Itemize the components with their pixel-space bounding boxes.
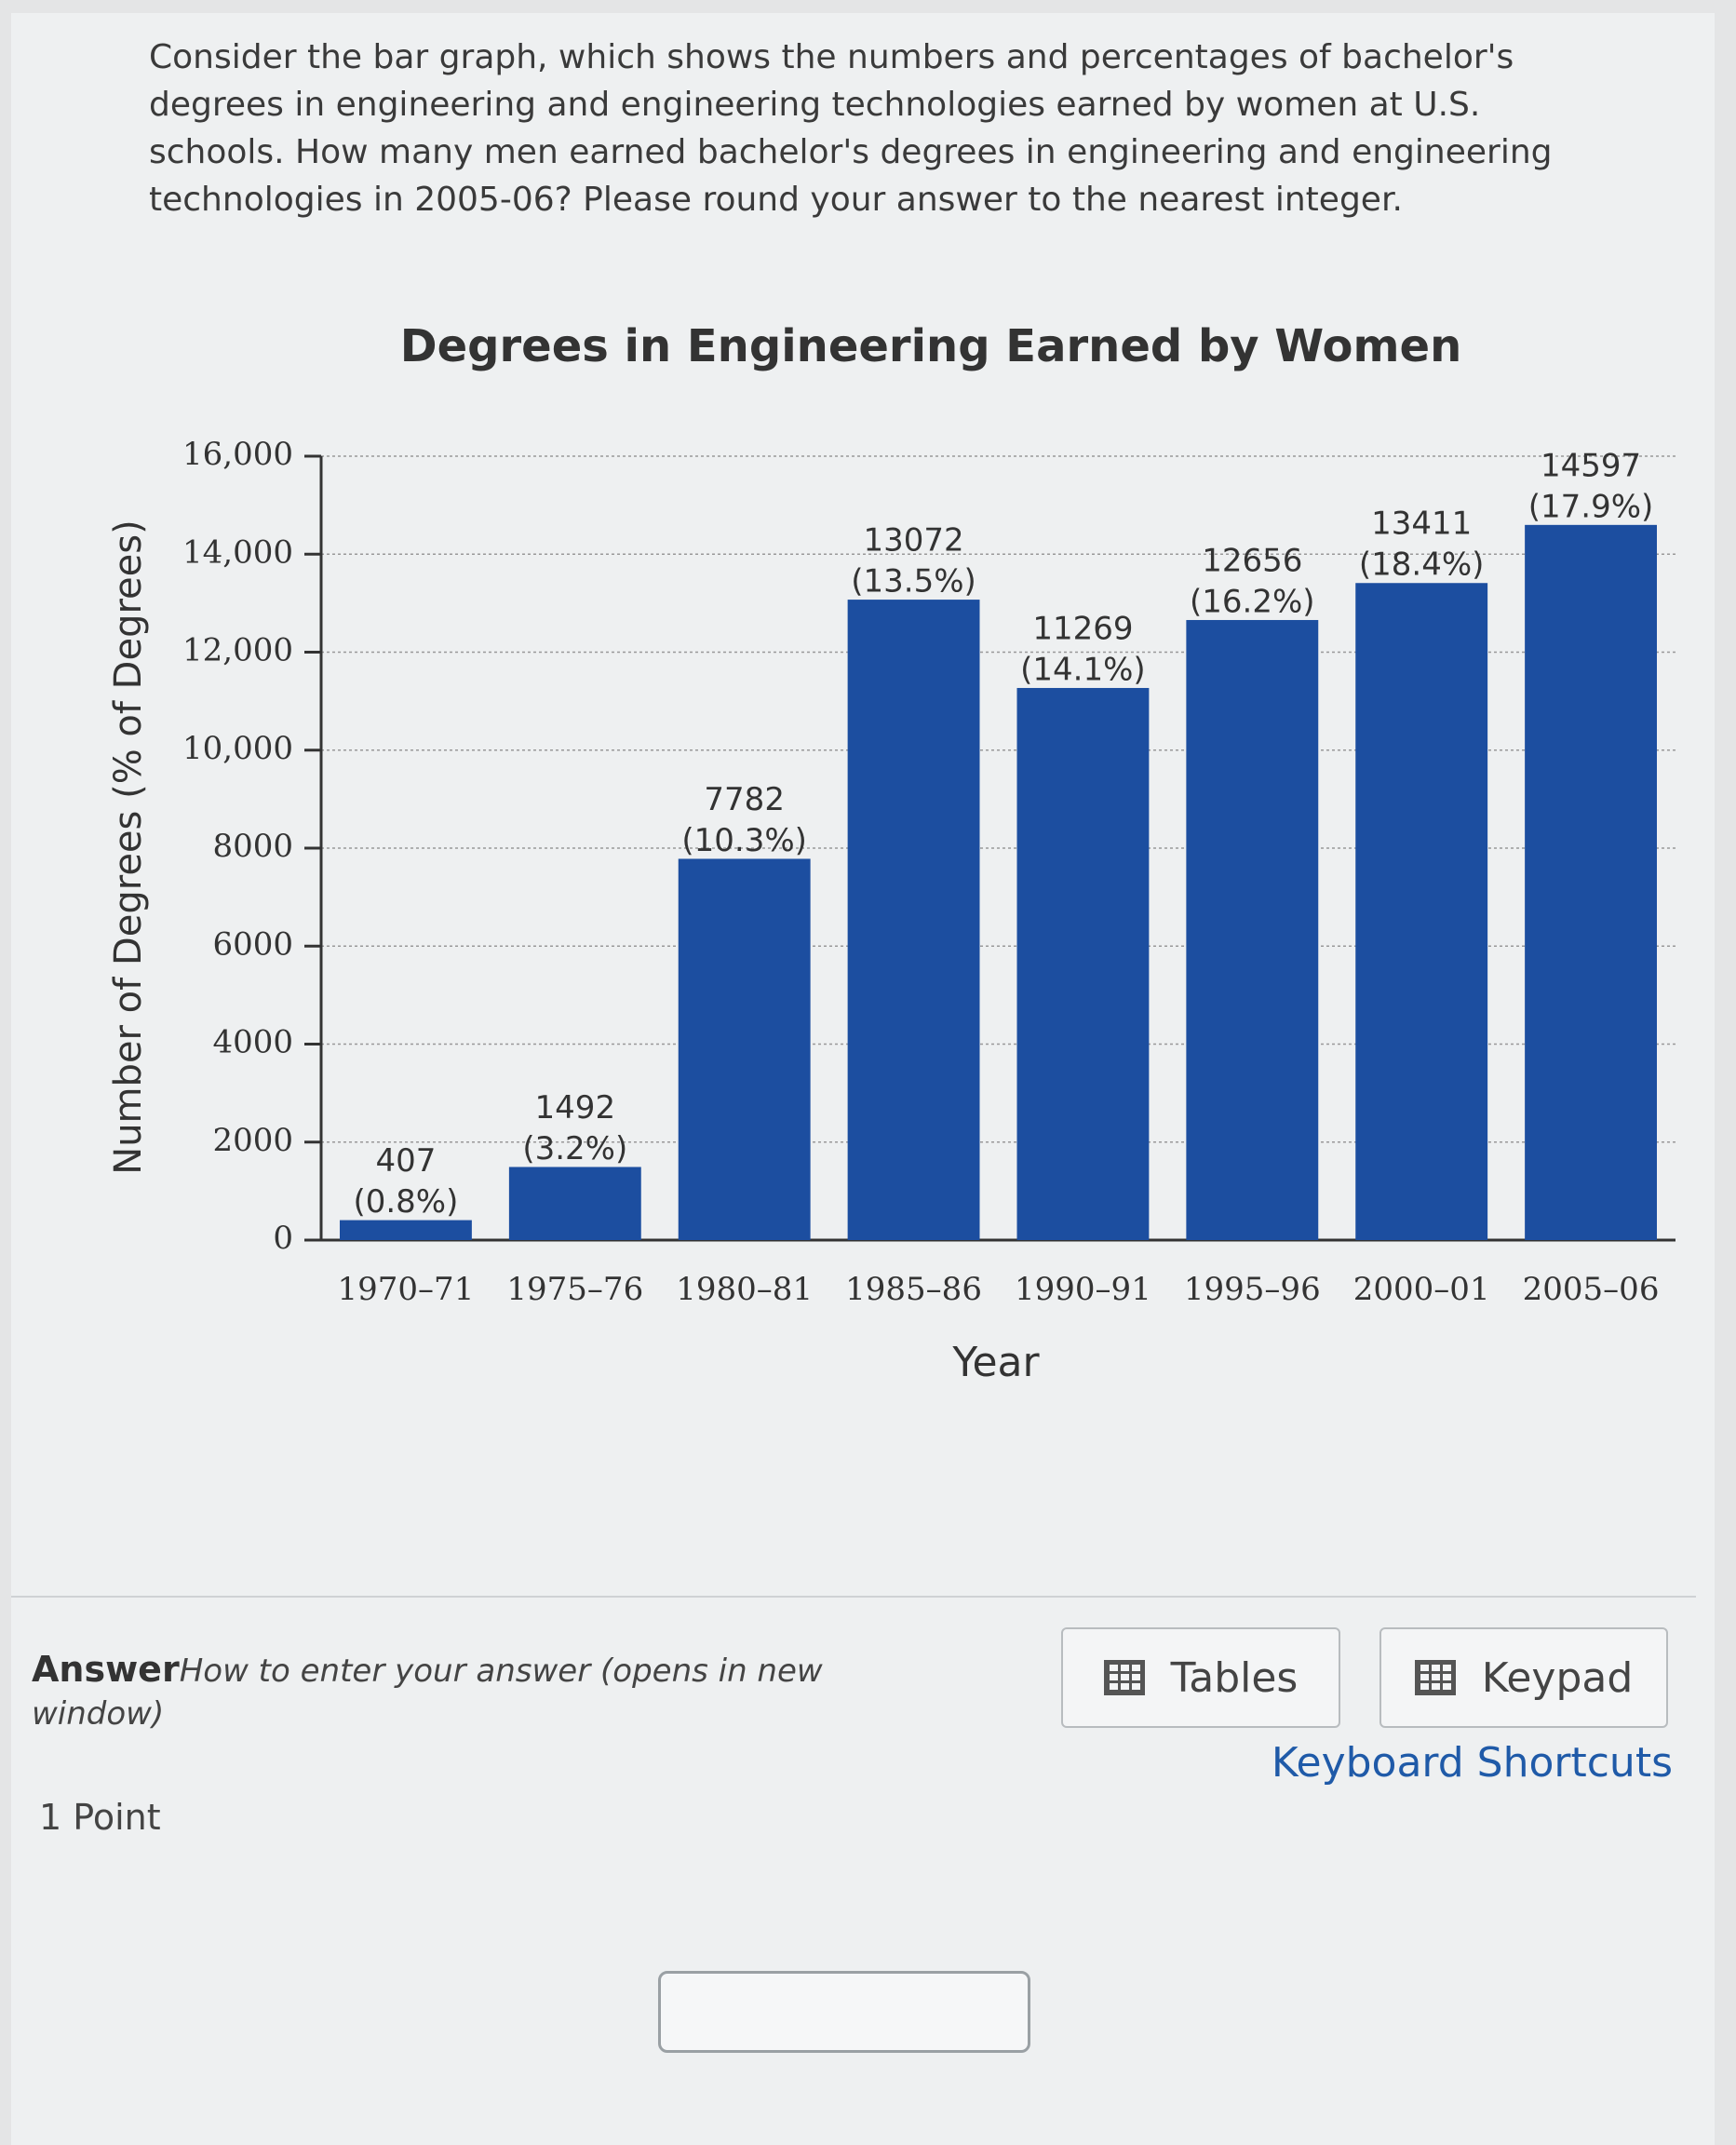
x-tick-label: 1995–96 (1184, 1271, 1321, 1308)
icon (1103, 1660, 1145, 1695)
y-tick-label: 10,000 (182, 730, 293, 767)
data-label: 11269 (1032, 610, 1133, 647)
answer-input[interactable] (658, 1971, 1030, 2053)
points: 1 Point (39, 1797, 161, 1838)
bar (1186, 619, 1319, 1240)
x-tick-label: 1990–91 (1015, 1271, 1151, 1308)
bar (847, 600, 980, 1240)
question-text: Consider the bar graph, which shows the … (149, 38, 1553, 219)
icon (1414, 1660, 1456, 1695)
y-tick-label: 16,000 (182, 436, 293, 473)
y-tick-label: 4000 (212, 1024, 293, 1061)
x-tick-label: 1970–71 (338, 1271, 475, 1308)
percent-label: (16.2%) (1190, 583, 1315, 620)
percent-label: (3.2%) (522, 1130, 627, 1167)
percent-label: (18.4%) (1359, 546, 1485, 584)
keyboard-shortcuts-link[interactable]: Keyboard Shortcuts (1271, 1739, 1673, 1787)
y-tick-label: 8000 (212, 828, 293, 865)
divider (11, 1596, 1696, 1598)
keypad-button[interactable]: Keypad (1379, 1627, 1668, 1728)
data-label: 7782 (704, 781, 785, 818)
bar (1525, 524, 1657, 1240)
y-tick-label: 14,000 (182, 533, 293, 571)
chart: Degrees in Engineering Earned by Women Y… (107, 320, 1675, 1386)
y-tick-label: 0 (273, 1220, 293, 1257)
y-tick-label: 2000 (212, 1122, 293, 1159)
x-tick-label: 1980–81 (676, 1271, 813, 1308)
bar (1355, 583, 1488, 1240)
tables-button[interactable]: Tables (1061, 1627, 1340, 1728)
help-link[interactable]: How to enter your answer (opens in new w… (32, 1653, 823, 1733)
data-label: 407 (375, 1142, 436, 1180)
y-tick-label: 6000 (212, 925, 293, 963)
answer-label: Answer (32, 1649, 180, 1690)
bar (508, 1167, 641, 1240)
x-tick-label: 1975–76 (506, 1271, 643, 1308)
percent-label: (10.3%) (681, 822, 807, 859)
x-axis-label: Year (951, 1339, 1040, 1386)
y-tick-label: 12,000 (182, 632, 293, 669)
button-label: Tables (1170, 1653, 1299, 1702)
data-label: 12656 (1202, 542, 1302, 579)
percent-label: (13.5%) (851, 563, 976, 600)
x-tick-label: 2000–01 (1353, 1271, 1490, 1308)
chart-title: Degrees in Engineering Earned by Women (400, 320, 1462, 372)
data-label: 13411 (1371, 506, 1472, 543)
percent-label: (0.8%) (353, 1183, 458, 1221)
percent-label: (14.1%) (1020, 651, 1146, 688)
button-label: Keypad (1481, 1653, 1634, 1702)
data-label: 1492 (535, 1089, 616, 1126)
data-label: 14597 (1541, 447, 1641, 484)
percent-label: (17.9%) (1528, 488, 1654, 525)
bar (1016, 687, 1150, 1240)
bar (678, 858, 811, 1240)
answer-header: AnswerHow to enter your answer (opens in… (32, 1648, 851, 1735)
x-tick-label: 1985–86 (845, 1271, 982, 1308)
bar (340, 1220, 472, 1240)
y-axis-label: Number of Degrees (% of Degrees) (107, 519, 150, 1174)
x-tick-label: 2005–06 (1523, 1271, 1660, 1308)
data-label: 13072 (863, 522, 963, 560)
